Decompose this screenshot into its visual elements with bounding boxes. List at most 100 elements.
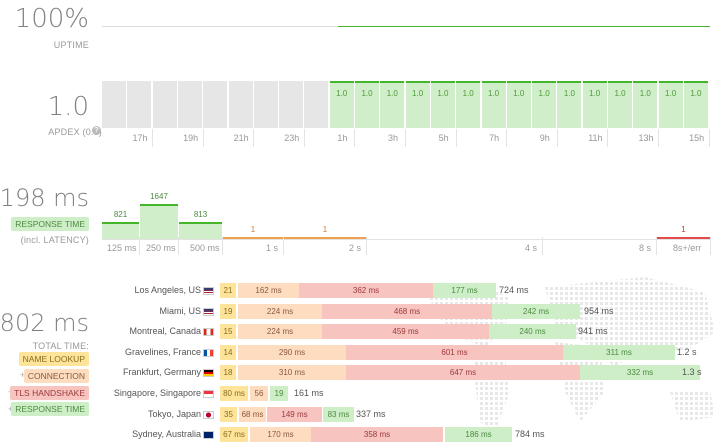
response-time-segment[interactable]: 83 ms bbox=[323, 406, 354, 422]
apdex-cell[interactable]: 1.0 bbox=[557, 81, 582, 128]
response-bucket-count: 813 bbox=[193, 210, 208, 219]
location-total-time: 941 ms bbox=[578, 326, 608, 337]
location-row[interactable]: Sydney, Australia 67 ms 170 ms 358 ms 186 ms… bbox=[0, 427, 725, 443]
connection-segment[interactable]: 310 ms bbox=[238, 365, 346, 381]
connection-segment[interactable]: 68 ms bbox=[239, 406, 266, 422]
location-total-time: 724 ms bbox=[499, 285, 529, 295]
apdex-cell[interactable]: 1.0 bbox=[683, 81, 708, 128]
location-row[interactable]: Los Angeles, US 21 162 ms 362 ms 177 ms 724 m… bbox=[0, 283, 725, 299]
name-lookup-segment[interactable]: 19 bbox=[220, 303, 236, 319]
apdex-cell-value: 1.0 bbox=[538, 89, 550, 98]
apdex-cell[interactable]: 1.0 bbox=[481, 81, 506, 128]
apdex-cell[interactable]: 1.0 bbox=[329, 81, 354, 128]
apdex-cell-value: 1.0 bbox=[589, 89, 601, 98]
name-lookup-segment[interactable]: 80 ms bbox=[220, 386, 248, 401]
apdex-cell[interactable]: 1.0 bbox=[355, 81, 379, 128]
flag-us-icon bbox=[203, 287, 214, 295]
apdex-cell[interactable] bbox=[304, 81, 329, 128]
location-row[interactable]: Miami, US 19 224 ms 468 ms 242 ms 954 ms bbox=[0, 303, 725, 320]
apdex-cell[interactable]: 1.0 bbox=[582, 81, 607, 128]
connection-segment[interactable]: 224 ms bbox=[238, 303, 322, 319]
connection-segment[interactable]: 56 bbox=[250, 386, 268, 401]
apdex-cell[interactable]: 1.0 bbox=[456, 81, 481, 128]
apdex-cell[interactable] bbox=[253, 81, 278, 128]
response-time-segment[interactable]: 311 ms bbox=[563, 344, 675, 360]
apdex-cell[interactable]: 1.0 bbox=[405, 81, 430, 128]
apdex-cell[interactable]: 1.0 bbox=[506, 81, 531, 128]
response-bucket-count: 1 bbox=[681, 225, 686, 234]
response-time-segment[interactable]: 186 ms bbox=[445, 427, 512, 443]
response-bucket-bar[interactable] bbox=[223, 237, 283, 239]
response-bucket-bar[interactable] bbox=[140, 204, 178, 239]
tls-handshake-segment[interactable]: 601 ms bbox=[346, 344, 563, 360]
response-time-segment[interactable]: 242 ms bbox=[492, 303, 580, 319]
location-name: Miami, US bbox=[159, 305, 201, 316]
location-total-time: 1.2 s bbox=[677, 346, 697, 357]
flag-fr-icon bbox=[203, 348, 214, 357]
hour-gridline bbox=[708, 129, 710, 147]
tls-handshake-segment[interactable]: 647 ms bbox=[346, 365, 580, 381]
legend-response-time: RESPONSE TIME bbox=[11, 402, 89, 416]
apdex-cell[interactable]: 1.0 bbox=[532, 81, 557, 128]
name-lookup-segment[interactable]: 35 bbox=[220, 406, 237, 422]
response-time-segment[interactable]: 177 ms bbox=[433, 283, 496, 298]
apdex-cell-value: 1.0 bbox=[386, 89, 398, 98]
tls-handshake-segment[interactable]: 459 ms bbox=[322, 324, 489, 340]
connection-segment[interactable]: 224 ms bbox=[238, 324, 322, 340]
name-lookup-segment[interactable]: 14 bbox=[220, 344, 236, 360]
tls-handshake-segment[interactable]: 358 ms bbox=[311, 427, 443, 443]
hour-gridline bbox=[405, 129, 406, 147]
question-circle-icon[interactable]: ? bbox=[92, 126, 101, 135]
apdex-cell-value: 1.0 bbox=[462, 89, 474, 98]
tls-handshake-segment[interactable]: 149 ms bbox=[267, 406, 322, 422]
connection-segment[interactable]: 162 ms bbox=[238, 283, 299, 298]
location-row[interactable]: Singapore, Singapore 80 ms 56 19 161 ms bbox=[0, 386, 725, 402]
apdex-cell[interactable] bbox=[203, 81, 228, 128]
apdex-cell[interactable]: 1.0 bbox=[633, 81, 658, 128]
response-bucket-bar[interactable] bbox=[657, 237, 710, 239]
location-row[interactable]: Gravelines, France 14 290 ms 601 ms 311 ms 1.… bbox=[0, 344, 725, 361]
location-row[interactable]: Tokyo, Japan 35 68 ms 149 ms 83 ms 337 ms bbox=[0, 406, 725, 423]
apdex-cell[interactable] bbox=[127, 81, 152, 128]
uptime-label: UPTIME bbox=[53, 40, 89, 50]
apdex-cell[interactable] bbox=[228, 81, 253, 128]
apdex-cell[interactable] bbox=[152, 81, 177, 128]
apdex-cell[interactable]: 1.0 bbox=[608, 81, 632, 128]
apdex-cell-value: 1.0 bbox=[639, 89, 651, 98]
response-time-segment[interactable]: 19 bbox=[270, 386, 288, 401]
name-lookup-segment[interactable]: 18 bbox=[220, 365, 236, 381]
tls-handshake-segment[interactable]: 468 ms bbox=[322, 303, 492, 319]
location-total-time: 954 ms bbox=[584, 305, 614, 316]
response-bucket-count: 1 bbox=[322, 225, 328, 234]
apdex-cell[interactable]: 1.0 bbox=[380, 81, 405, 128]
location-name: Sydney, Australia bbox=[132, 429, 201, 440]
location-row[interactable]: Frankfurt, Germany 18 310 ms 647 ms 332 ms 1.… bbox=[0, 365, 725, 381]
apdex-cell[interactable] bbox=[102, 81, 126, 128]
apdex-cell[interactable] bbox=[177, 81, 202, 128]
apdex-cell-value: 1.0 bbox=[336, 89, 348, 98]
response-bucket-bar[interactable] bbox=[179, 222, 222, 239]
response-bucket-divider bbox=[710, 237, 711, 255]
response-time-segment[interactable]: 240 ms bbox=[489, 324, 576, 340]
connection-segment[interactable]: 290 ms bbox=[238, 344, 346, 360]
response-bucket-bar[interactable] bbox=[102, 222, 139, 239]
hour-gridline bbox=[202, 129, 204, 147]
response-bucket-bar[interactable] bbox=[284, 237, 366, 239]
apdex-cell[interactable]: 1.0 bbox=[658, 81, 683, 128]
response-bucket-label: 250 ms bbox=[146, 243, 176, 253]
apdex-cell[interactable] bbox=[279, 81, 304, 128]
name-lookup-segment[interactable]: 67 ms bbox=[220, 427, 248, 443]
response-bucket-label: 8s+/err bbox=[673, 243, 702, 253]
name-lookup-segment[interactable]: 15 bbox=[220, 324, 236, 340]
legend-plus-1: + bbox=[20, 370, 26, 380]
response-bucket-label: 8 s bbox=[639, 243, 652, 253]
response-time-segment[interactable]: 332 ms bbox=[580, 365, 700, 381]
location-row[interactable]: Montreal, Canada 15 224 ms 459 ms 240 ms 941 … bbox=[0, 324, 725, 340]
apdex-cell[interactable]: 1.0 bbox=[430, 81, 455, 128]
tls-handshake-segment[interactable]: 362 ms bbox=[299, 283, 433, 298]
name-lookup-segment[interactable]: 21 bbox=[220, 283, 236, 298]
response-sublabel: (incl. LATENCY) bbox=[20, 235, 89, 245]
hour-gridline bbox=[253, 129, 255, 147]
connection-segment[interactable]: 170 ms bbox=[250, 427, 311, 443]
hour-gridline bbox=[303, 129, 305, 147]
